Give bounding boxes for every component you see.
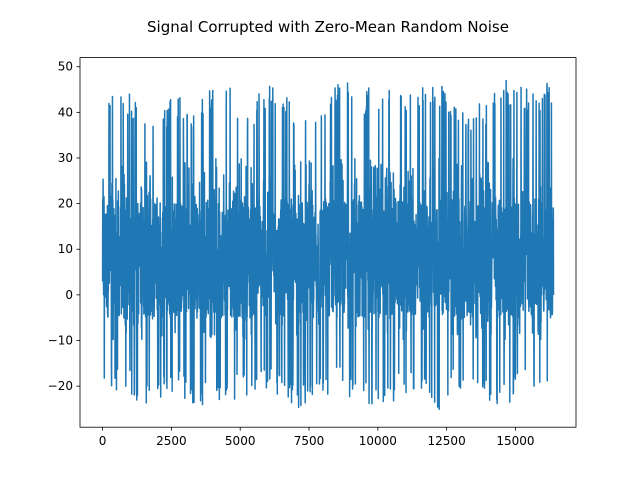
x-tick-label: 7500: [294, 434, 325, 448]
y-tick-label: 50: [58, 60, 73, 74]
x-tick-label: 15000: [496, 434, 534, 448]
axes-frame: [79, 57, 577, 428]
y-tick-label: 0: [65, 288, 73, 302]
x-axis: 0 2500 5000 7500 10000 12500 15000: [99, 427, 535, 448]
y-tick-label: −20: [48, 379, 73, 393]
y-tick-label: −10: [48, 334, 73, 348]
y-tick-label: 20: [58, 197, 73, 211]
x-tick-label: 10000: [359, 434, 397, 448]
plot-area: [101, 79, 555, 411]
y-tick-label: 10: [58, 242, 73, 256]
x-tick-label: 5000: [225, 434, 256, 448]
y-tick-label: 40: [58, 105, 73, 119]
x-tick-label: 0: [99, 434, 107, 448]
x-tick-label: 12500: [428, 434, 466, 448]
x-tick-label: 2500: [156, 434, 187, 448]
y-axis: −20 −10 0 10 20 30 40 50: [48, 60, 80, 393]
signal-line: [101, 79, 555, 411]
y-tick-label: 30: [58, 151, 73, 165]
chart-title: Signal Corrupted with Zero-Mean Random N…: [147, 18, 509, 36]
